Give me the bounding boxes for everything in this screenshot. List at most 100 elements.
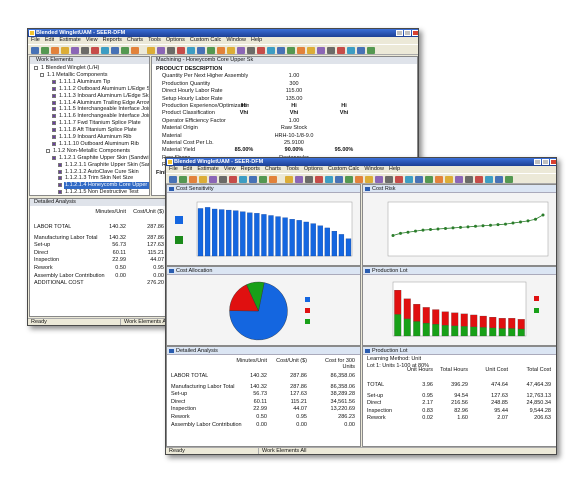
tree-item[interactable]: 1.1 Metallic Components bbox=[47, 71, 108, 78]
tree-icon[interactable] bbox=[52, 114, 56, 119]
parameter-value[interactable]: 135.00 bbox=[285, 95, 303, 102]
parameter-value[interactable]: 95.00% bbox=[334, 147, 354, 154]
parameter-value[interactable]: 90.00% bbox=[284, 147, 304, 154]
tree-icon[interactable] bbox=[46, 148, 50, 153]
tree-icon[interactable] bbox=[52, 100, 56, 105]
toolbar-button[interactable] bbox=[197, 47, 205, 54]
menu-item[interactable]: File bbox=[31, 37, 40, 43]
tree-item[interactable]: 1.1.2.1.3 Trim Skin Net Size bbox=[65, 175, 134, 182]
parameter-value[interactable]: Hi bbox=[241, 103, 247, 109]
menu-item[interactable]: Custom Calc bbox=[189, 37, 222, 43]
tree-icon[interactable] bbox=[52, 135, 56, 139]
menu-item[interactable]: Tools bbox=[148, 37, 161, 43]
menu-item[interactable]: Charts bbox=[126, 37, 144, 43]
toolbar-button[interactable] bbox=[327, 47, 335, 54]
tree-item[interactable]: 1.1.1.3 Inboard Aluminum L/Edge Skin bbox=[59, 92, 150, 99]
parameter-value[interactable]: 115.00 bbox=[285, 88, 303, 95]
toolbar-button[interactable] bbox=[385, 176, 393, 183]
toolbar-button[interactable] bbox=[307, 47, 315, 54]
tree-item[interactable]: 1 Blended Winglet (L/H) bbox=[41, 65, 100, 71]
tree-icon[interactable] bbox=[52, 155, 56, 160]
toolbar-button[interactable] bbox=[169, 176, 177, 183]
toolbar-button[interactable] bbox=[315, 176, 323, 183]
toolbar-button[interactable] bbox=[187, 47, 195, 54]
parameter-value[interactable]: HRH-10-1/8-9.0 bbox=[274, 132, 314, 139]
toolbar-button[interactable] bbox=[375, 176, 383, 183]
toolbar-button[interactable] bbox=[167, 47, 175, 54]
menu-item[interactable]: Custom Calc bbox=[327, 166, 360, 172]
toolbar-button[interactable] bbox=[485, 176, 493, 183]
toolbar-button[interactable] bbox=[51, 47, 59, 54]
parameter-value[interactable]: 300 bbox=[289, 80, 299, 87]
tree-item[interactable]: 1.1.1.1 Aluminum Tip bbox=[59, 78, 111, 85]
tree-icon[interactable] bbox=[58, 183, 62, 188]
tree-item[interactable]: 1.1.1.10 Outboard Aluminum Rib bbox=[59, 140, 139, 147]
toolbar-button[interactable] bbox=[325, 176, 333, 183]
toolbar-button[interactable] bbox=[445, 176, 453, 183]
toolbar-button[interactable] bbox=[157, 47, 165, 54]
menu-item[interactable]: Charts bbox=[264, 166, 282, 172]
menu-item[interactable]: Help bbox=[250, 37, 263, 43]
toolbar-button[interactable] bbox=[31, 47, 39, 54]
parameter-value[interactable]: Hi bbox=[341, 103, 347, 109]
toolbar-button[interactable] bbox=[61, 47, 69, 54]
menu-item[interactable]: Estimate bbox=[197, 166, 219, 172]
menu-item[interactable]: Edit bbox=[44, 37, 55, 43]
toolbar-button[interactable] bbox=[249, 176, 257, 183]
toolbar-button[interactable] bbox=[297, 47, 305, 54]
toolbar-button[interactable] bbox=[267, 47, 275, 54]
toolbar-button[interactable] bbox=[199, 176, 207, 183]
tree-icon[interactable] bbox=[52, 86, 56, 91]
toolbar-button[interactable] bbox=[189, 176, 197, 183]
parameter-value[interactable]: Vhi bbox=[239, 110, 249, 117]
toolbar-button[interactable] bbox=[495, 176, 503, 183]
tree-icon[interactable] bbox=[52, 121, 56, 126]
window-button[interactable] bbox=[404, 30, 411, 36]
toolbar-button[interactable] bbox=[365, 176, 373, 183]
tree-item[interactable]: 1.1.2.1.4 Honeycomb Core Upper Sk bbox=[64, 182, 149, 189]
menu-item[interactable]: Window bbox=[226, 37, 246, 43]
menu-item[interactable]: Tools bbox=[286, 166, 299, 172]
toolbar-button[interactable] bbox=[229, 176, 237, 183]
tree-item[interactable]: 1.1.2.1.5 Non Destructive Test bbox=[65, 189, 139, 196]
toolbar-button[interactable] bbox=[121, 47, 129, 54]
parameter-value[interactable]: Hi bbox=[291, 103, 297, 109]
toolbar-button[interactable] bbox=[405, 176, 413, 183]
toolbar-button[interactable] bbox=[91, 47, 99, 54]
window-button[interactable] bbox=[412, 30, 418, 36]
toolbar-button[interactable] bbox=[305, 176, 313, 183]
toolbar-button[interactable] bbox=[257, 47, 265, 54]
parameter-value[interactable]: Vhi bbox=[339, 110, 349, 117]
parameter-value[interactable]: 25.9100 bbox=[284, 140, 304, 146]
tree-icon[interactable] bbox=[58, 162, 62, 167]
menu-item[interactable]: Window bbox=[364, 166, 384, 172]
toolbar-button[interactable] bbox=[131, 47, 139, 54]
toolbar-button[interactable] bbox=[435, 176, 443, 183]
menu-item[interactable]: Reports bbox=[102, 37, 122, 43]
parameter-value[interactable]: 85.00% bbox=[234, 147, 254, 154]
toolbar-button[interactable] bbox=[415, 176, 423, 183]
toolbar-button[interactable] bbox=[207, 47, 215, 54]
toolbar-button[interactable] bbox=[395, 176, 403, 183]
toolbar-button[interactable] bbox=[81, 47, 89, 54]
parameter-value[interactable]: 1.00 bbox=[288, 117, 300, 124]
toolbar-button[interactable] bbox=[101, 47, 109, 54]
toolbar-button[interactable] bbox=[111, 47, 119, 54]
tree-icon[interactable] bbox=[52, 107, 56, 112]
toolbar-button[interactable] bbox=[41, 47, 49, 54]
toolbar-button[interactable] bbox=[335, 176, 343, 183]
toolbar-button[interactable] bbox=[71, 47, 79, 54]
toolbar-button[interactable] bbox=[345, 176, 353, 183]
toolbar-button[interactable] bbox=[147, 47, 155, 54]
menu-item[interactable]: Options bbox=[303, 166, 323, 172]
tree-item[interactable]: 1.1.2.1 Graphite Upper Skin (Sandwi... bbox=[59, 154, 150, 161]
toolbar-button[interactable] bbox=[219, 176, 227, 183]
toolbar-button[interactable] bbox=[179, 176, 187, 183]
tree-icon[interactable] bbox=[52, 128, 56, 133]
menu-item[interactable]: Options bbox=[165, 37, 185, 43]
toolbar-button[interactable] bbox=[177, 47, 185, 54]
menu-item[interactable]: View bbox=[85, 37, 98, 43]
tree-icon[interactable] bbox=[52, 79, 56, 84]
menu-item[interactable]: Estimate bbox=[59, 37, 81, 43]
toolbar-button[interactable] bbox=[269, 176, 277, 183]
